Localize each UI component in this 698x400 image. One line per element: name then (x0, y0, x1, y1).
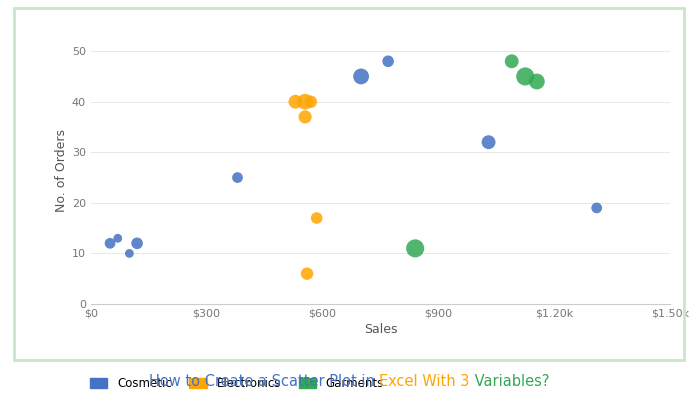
Point (591, 205, 602, 211)
Point (302, 270, 313, 277)
Point (232, 174, 243, 181)
Point (299, 114, 311, 120)
X-axis label: Sales: Sales (364, 323, 397, 336)
Legend: Cosmetic, Electronics, Garments: Cosmetic, Electronics, Garments (85, 372, 389, 394)
Point (112, 235, 124, 242)
Point (383, 58, 394, 64)
Point (410, 245, 421, 252)
Point (483, 139, 494, 145)
Text: Variables?: Variables? (470, 374, 549, 390)
Point (519, 73, 530, 80)
Point (299, 98, 311, 105)
Y-axis label: No. of Orders: No. of Orders (54, 128, 68, 212)
Point (531, 78, 542, 85)
Point (506, 58, 517, 64)
Text: Excel With 3: Excel With 3 (379, 374, 470, 390)
Text: How to Create a Scatter Plot in: How to Create a Scatter Plot in (149, 374, 379, 390)
Point (105, 240, 116, 246)
Point (124, 250, 135, 257)
Point (355, 73, 366, 80)
Point (131, 240, 142, 246)
Point (311, 215, 322, 221)
Point (290, 98, 301, 105)
Point (305, 98, 316, 105)
